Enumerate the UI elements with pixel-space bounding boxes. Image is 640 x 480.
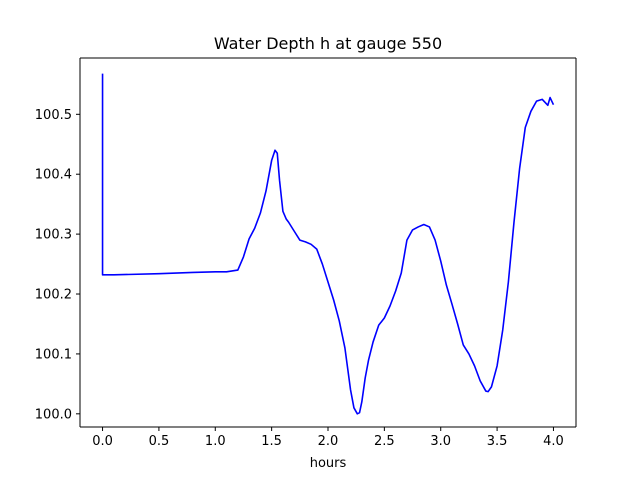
plot-area: 0.0 0.5 1.0 1.5 2.0 2.5 3.0 3.5 4.0 100.0 100.1 100… — [35, 57, 577, 449]
x-tick-label: 2.0 — [318, 434, 339, 449]
x-tick-label: 1.0 — [205, 434, 226, 449]
series-line-0 — [101, 73, 555, 415]
x-tick-label: 1.5 — [261, 434, 282, 449]
y-tick-label: 100.0 — [35, 407, 72, 422]
x-tick-label: 2.5 — [374, 434, 395, 449]
x-tick-label: 0.0 — [92, 434, 113, 449]
y-tick-label: 100.4 — [35, 168, 72, 183]
y-tick-label: 100.1 — [35, 347, 72, 362]
x-tick-label: 3.0 — [430, 434, 451, 449]
x-tick-label: 3.5 — [487, 434, 508, 449]
x-tick-label: 0.5 — [149, 434, 170, 449]
chart-title: Water Depth h at gauge 550 — [214, 34, 442, 53]
y-tick-label: 100.5 — [35, 108, 72, 123]
x-axis-label: hours — [310, 456, 347, 471]
y-tick-label: 100.2 — [35, 288, 72, 303]
y-tick-label: 100.3 — [35, 228, 72, 243]
x-tick-label: 4.0 — [543, 434, 564, 449]
